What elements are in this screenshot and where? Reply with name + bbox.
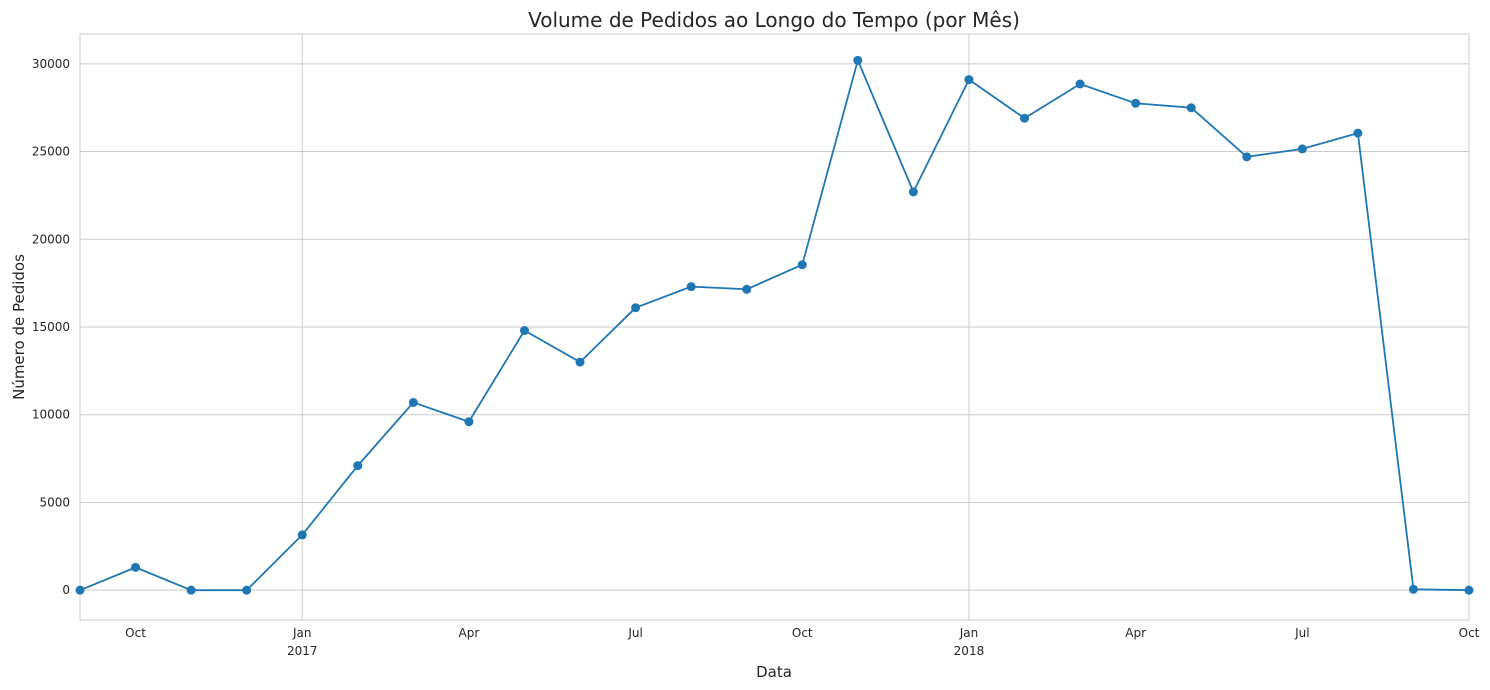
data-point xyxy=(464,417,474,427)
data-point xyxy=(1020,113,1030,123)
data-point xyxy=(964,75,974,85)
x-tick-label: Jan xyxy=(959,626,979,640)
y-tick-label: 25000 xyxy=(32,145,70,159)
chart-title: Volume de Pedidos ao Longo do Tempo (por… xyxy=(528,8,1020,32)
plot-frame xyxy=(79,33,1470,621)
x-tick-label: Jan xyxy=(292,626,312,640)
x-tick-label: Oct xyxy=(792,626,813,640)
y-tick-labels: 0 5000 10000 15000 20000 25000 30000 xyxy=(32,57,70,597)
data-point xyxy=(519,326,529,336)
data-point xyxy=(853,55,863,65)
data-point xyxy=(408,397,418,407)
x-tick-label: Apr xyxy=(459,626,480,640)
data-point xyxy=(1075,79,1085,89)
y-tick-label: 10000 xyxy=(32,408,70,422)
data-point xyxy=(1353,128,1363,138)
x-axis-title: Data xyxy=(756,663,792,681)
data-point xyxy=(353,461,363,471)
x-tick-year-label: 2018 xyxy=(954,644,985,658)
x-tick-labels: Oct Jan 2017 Apr Jul Oct Jan 2018 Apr Jul Oct xyxy=(125,626,1479,658)
data-point xyxy=(1408,584,1418,594)
data-point xyxy=(75,585,85,595)
horizontal-gridlines xyxy=(80,63,1469,591)
x-tick-label: Apr xyxy=(1125,626,1146,640)
y-tick-label: 0 xyxy=(62,583,70,597)
x-tick-label: Jul xyxy=(1294,626,1309,640)
series-layer xyxy=(75,55,1474,595)
x-tick-label: Jul xyxy=(627,626,642,640)
x-tick-label: Oct xyxy=(125,626,146,640)
data-point xyxy=(1242,152,1252,162)
data-point xyxy=(186,585,196,595)
data-point xyxy=(1186,103,1196,113)
y-tick-label: 15000 xyxy=(32,320,70,334)
data-point xyxy=(1464,585,1474,595)
x-tick-year-label: 2017 xyxy=(287,644,318,658)
data-point xyxy=(131,562,141,572)
data-point xyxy=(1131,98,1141,108)
y-tick-label: 5000 xyxy=(39,495,70,509)
data-point xyxy=(242,585,252,595)
y-tick-label: 30000 xyxy=(32,57,70,71)
data-point xyxy=(742,284,752,294)
data-point xyxy=(631,303,641,313)
y-tick-label: 20000 xyxy=(32,232,70,246)
x-tick-label: Oct xyxy=(1459,626,1480,640)
data-point xyxy=(797,260,807,270)
y-axis-title: Número de Pedidos xyxy=(10,254,28,400)
data-point xyxy=(686,282,696,292)
data-point xyxy=(297,530,307,540)
data-point xyxy=(908,187,918,197)
data-point xyxy=(575,357,585,367)
series-line xyxy=(79,59,1470,592)
data-point xyxy=(1297,144,1307,154)
